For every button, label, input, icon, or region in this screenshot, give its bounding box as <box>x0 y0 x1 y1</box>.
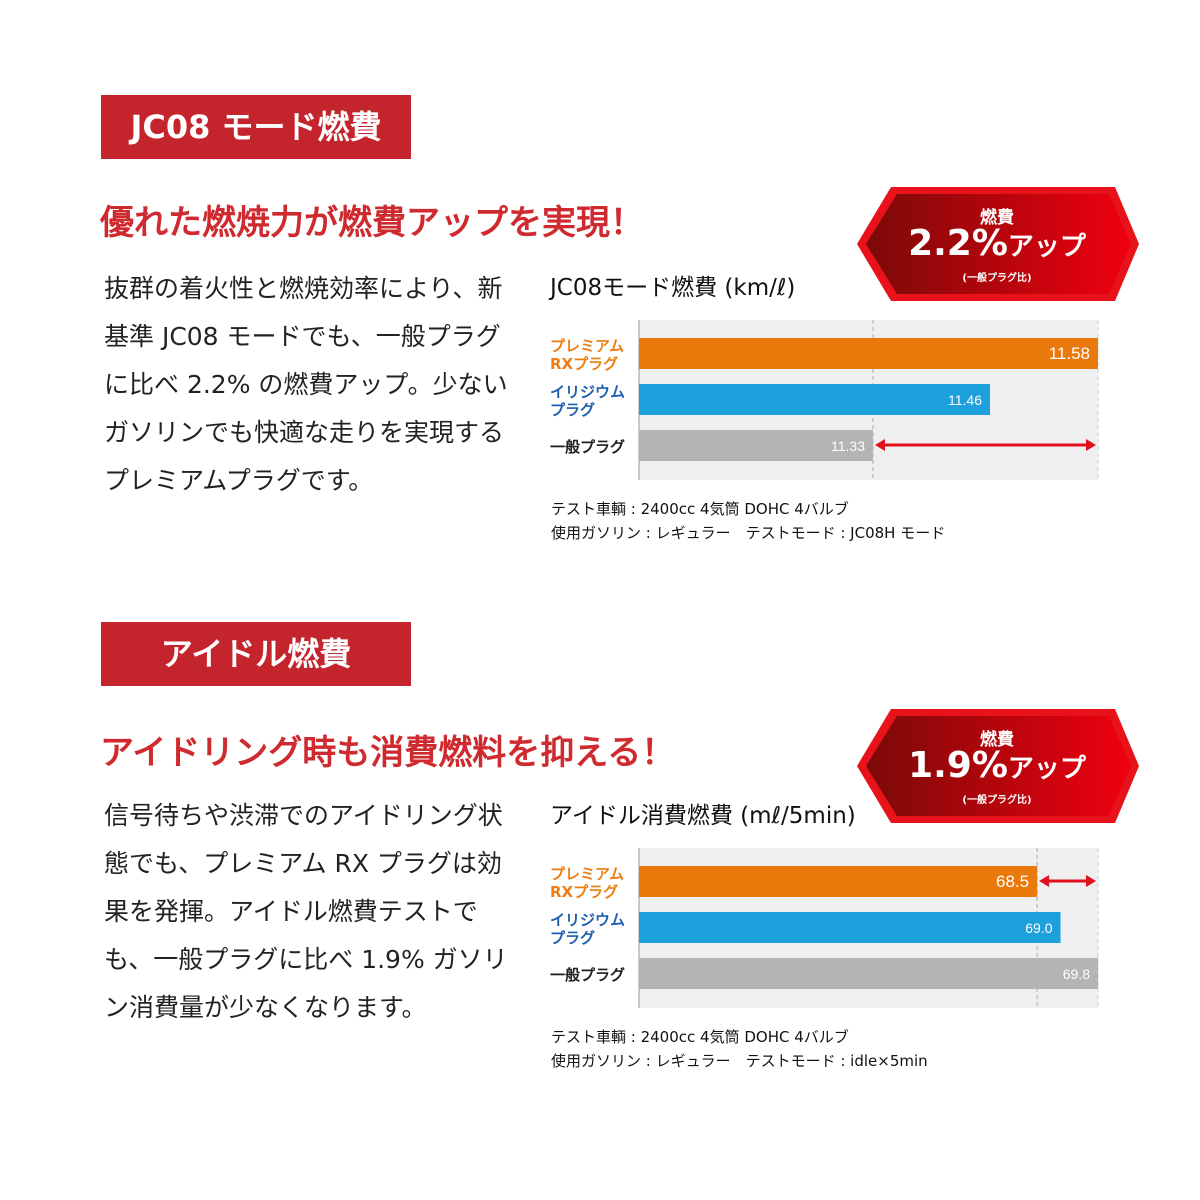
badge-top: 燃費 <box>980 730 1014 750</box>
category-label: プラグ <box>550 401 595 419</box>
category-label: プレミアム <box>550 865 624 883</box>
badge-idle: 燃費 1.9%アップ (一般プラグ比) <box>853 707 1141 825</box>
data-label: 11.33 <box>831 438 865 454</box>
body-text-jc08: 抜群の着火性と燃焼効率により、新基準 JC08 モードでも、一般プラグに比べ 2… <box>104 274 508 495</box>
category-label: 一般プラグ <box>550 438 625 456</box>
category-label: プラグ <box>550 929 595 947</box>
bar <box>639 430 873 461</box>
data-label: 69.0 <box>1025 920 1052 936</box>
chart-title-idle: アイドル消費燃費 (mℓ/5min) <box>550 803 856 829</box>
data-label: 11.58 <box>1049 344 1090 363</box>
headline-idle: アイドリング時も消費燃料を抑える！ <box>100 733 676 773</box>
bar <box>639 912 1061 943</box>
arrow-head-left <box>875 439 885 451</box>
test-notes-jc08: テスト車輌 : 2400cc 4気筒 DOHC 4バルブ 使用ガソリン : レギ… <box>551 497 945 545</box>
data-label: 11.46 <box>948 392 982 408</box>
section-label-idle: アイドル燃費 <box>101 622 411 686</box>
badge-sub: (一般プラグ比) <box>962 273 1032 284</box>
hexagon-badge-shape <box>857 187 1139 301</box>
category-label: RXプラグ <box>550 355 618 373</box>
arrow-head-left <box>1039 875 1050 887</box>
note-line: テスト車輌 : 2400cc 4気筒 DOHC 4バルブ <box>551 500 849 518</box>
badge-value: 2.2% <box>908 223 1008 264</box>
test-notes-idle: テスト車輌 : 2400cc 4気筒 DOHC 4バルブ 使用ガソリン : レギ… <box>551 1025 928 1073</box>
bar <box>639 338 1098 369</box>
chart-title-jc08: JC08モード燃費 (km/ℓ) <box>550 275 796 301</box>
data-label: 69.8 <box>1063 966 1090 982</box>
category-label: RXプラグ <box>550 883 618 901</box>
category-label: プレミアム <box>550 337 624 355</box>
section-label-jc08: JC08 モード燃費 <box>101 95 411 159</box>
arrow-head-right <box>1086 875 1096 887</box>
category-label: イリジウム <box>550 911 625 929</box>
badge-value: 1.9% <box>908 745 1008 786</box>
body-text-idle: 信号待ちや渋滞でのアイドリング状態でも、プレミアム RX プラグは効果を発揮。ア… <box>104 801 508 1022</box>
badge-jc08: 燃費 2.2%アップ (一般プラグ比) <box>853 185 1141 303</box>
badge-suffix: アップ <box>1007 754 1086 784</box>
badge-top: 燃費 <box>980 208 1014 228</box>
bar <box>639 958 1098 989</box>
badge-suffix: アップ <box>1007 232 1086 262</box>
note-line: 使用ガソリン : レギュラー テストモード : JC08H モード <box>551 524 946 542</box>
hexagon-badge-shape <box>857 709 1139 823</box>
badge-sub: (一般プラグ比) <box>962 795 1032 806</box>
data-label: 68.5 <box>996 872 1029 891</box>
category-label: イリジウム <box>550 383 625 401</box>
category-label: 一般プラグ <box>550 966 625 984</box>
arrow-head-right <box>1086 439 1096 451</box>
bar <box>639 866 1038 897</box>
note-line: テスト車輌 : 2400cc 4気筒 DOHC 4バルブ <box>551 1028 849 1046</box>
note-line: 使用ガソリン : レギュラー テストモード : idle×5min <box>551 1052 928 1070</box>
bar <box>639 384 990 415</box>
headline-jc08: 優れた燃焼力が燃費アップを実現！ <box>100 203 644 243</box>
